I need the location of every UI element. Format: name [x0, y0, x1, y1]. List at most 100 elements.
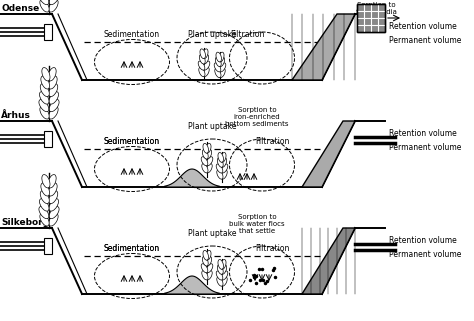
- Ellipse shape: [219, 63, 226, 72]
- Ellipse shape: [48, 76, 57, 89]
- Ellipse shape: [206, 250, 211, 260]
- Ellipse shape: [221, 277, 227, 286]
- Ellipse shape: [202, 49, 208, 59]
- Ellipse shape: [198, 61, 205, 70]
- Ellipse shape: [39, 0, 49, 5]
- Ellipse shape: [206, 157, 213, 166]
- Text: Retention volume: Retention volume: [389, 22, 457, 31]
- Text: Filtration: Filtration: [255, 137, 289, 146]
- Ellipse shape: [206, 150, 211, 159]
- Ellipse shape: [202, 271, 208, 280]
- Text: Permanent volume: Permanent volume: [389, 143, 461, 152]
- Ellipse shape: [42, 175, 50, 188]
- Ellipse shape: [218, 152, 223, 162]
- Ellipse shape: [203, 250, 209, 260]
- Polygon shape: [292, 14, 355, 80]
- Bar: [44, 238, 52, 254]
- Ellipse shape: [206, 264, 213, 273]
- Ellipse shape: [216, 164, 223, 173]
- Ellipse shape: [39, 206, 49, 219]
- Ellipse shape: [220, 152, 226, 162]
- Ellipse shape: [49, 199, 58, 211]
- Ellipse shape: [39, 100, 49, 112]
- Text: Sedimentation: Sedimentation: [104, 30, 160, 39]
- Ellipse shape: [40, 0, 49, 12]
- Ellipse shape: [221, 265, 227, 274]
- Text: Sedimentation: Sedimentation: [104, 244, 160, 253]
- Ellipse shape: [49, 107, 58, 119]
- Ellipse shape: [214, 63, 221, 72]
- Polygon shape: [302, 228, 355, 294]
- Ellipse shape: [41, 76, 50, 89]
- Text: Odense: Odense: [1, 4, 39, 13]
- Text: Retention volume: Retention volume: [389, 129, 457, 138]
- Text: Sorption to
iron-enriched
bottom sediments: Sorption to iron-enriched bottom sedimen…: [225, 107, 289, 127]
- Ellipse shape: [221, 158, 227, 167]
- Ellipse shape: [216, 52, 221, 62]
- Text: Plant uptake: Plant uptake: [188, 30, 236, 39]
- Text: Sedimentation: Sedimentation: [104, 244, 160, 253]
- Ellipse shape: [203, 61, 210, 70]
- Bar: [44, 24, 52, 40]
- Ellipse shape: [220, 259, 226, 269]
- Ellipse shape: [49, 213, 58, 226]
- Ellipse shape: [221, 271, 228, 280]
- Ellipse shape: [49, 100, 59, 112]
- Ellipse shape: [218, 265, 223, 274]
- Text: Plant uptake: Plant uptake: [188, 122, 236, 131]
- Ellipse shape: [201, 264, 208, 273]
- Ellipse shape: [218, 259, 223, 269]
- Polygon shape: [164, 276, 219, 294]
- Ellipse shape: [201, 157, 208, 166]
- Ellipse shape: [219, 52, 224, 62]
- Ellipse shape: [202, 256, 208, 266]
- Ellipse shape: [40, 213, 49, 226]
- Ellipse shape: [206, 271, 212, 280]
- Text: Permanent volume: Permanent volume: [389, 250, 461, 259]
- Bar: [357, 4, 385, 32]
- Ellipse shape: [40, 84, 49, 97]
- Ellipse shape: [217, 277, 223, 286]
- Ellipse shape: [49, 0, 58, 12]
- Ellipse shape: [40, 107, 49, 119]
- Ellipse shape: [203, 143, 209, 153]
- Polygon shape: [164, 169, 219, 187]
- Ellipse shape: [199, 67, 205, 77]
- Ellipse shape: [218, 158, 223, 167]
- Text: Filtration: Filtration: [230, 30, 264, 39]
- Ellipse shape: [41, 183, 50, 196]
- Ellipse shape: [206, 143, 211, 153]
- Ellipse shape: [40, 191, 49, 204]
- Ellipse shape: [215, 68, 221, 78]
- Text: Sorption to
bulk water flocs
that settle: Sorption to bulk water flocs that settle: [229, 214, 285, 234]
- Ellipse shape: [202, 164, 208, 173]
- Text: Århus: Århus: [1, 111, 31, 120]
- Ellipse shape: [215, 57, 221, 66]
- Ellipse shape: [49, 0, 59, 5]
- Ellipse shape: [200, 49, 205, 59]
- Ellipse shape: [217, 170, 223, 179]
- Ellipse shape: [219, 68, 225, 78]
- Ellipse shape: [206, 256, 211, 266]
- Ellipse shape: [219, 57, 225, 66]
- Text: Permanent volume: Permanent volume: [389, 36, 461, 45]
- Ellipse shape: [216, 271, 223, 280]
- Text: Plant uptake: Plant uptake: [188, 229, 236, 238]
- Text: Filtration: Filtration: [255, 244, 289, 253]
- Ellipse shape: [48, 175, 56, 188]
- Bar: [44, 131, 52, 147]
- Ellipse shape: [39, 199, 49, 211]
- Polygon shape: [302, 121, 355, 187]
- Text: Sedimentation: Sedimentation: [104, 137, 160, 146]
- Ellipse shape: [49, 84, 58, 97]
- Ellipse shape: [202, 150, 208, 159]
- Ellipse shape: [203, 67, 209, 77]
- Text: Sorption to
fixed media: Sorption to fixed media: [356, 2, 396, 15]
- Text: Retention volume: Retention volume: [389, 236, 457, 245]
- Text: Silkeborg: Silkeborg: [1, 218, 49, 227]
- Ellipse shape: [206, 164, 212, 173]
- Ellipse shape: [48, 67, 56, 81]
- Ellipse shape: [42, 67, 50, 81]
- Ellipse shape: [200, 55, 205, 64]
- Ellipse shape: [221, 164, 228, 173]
